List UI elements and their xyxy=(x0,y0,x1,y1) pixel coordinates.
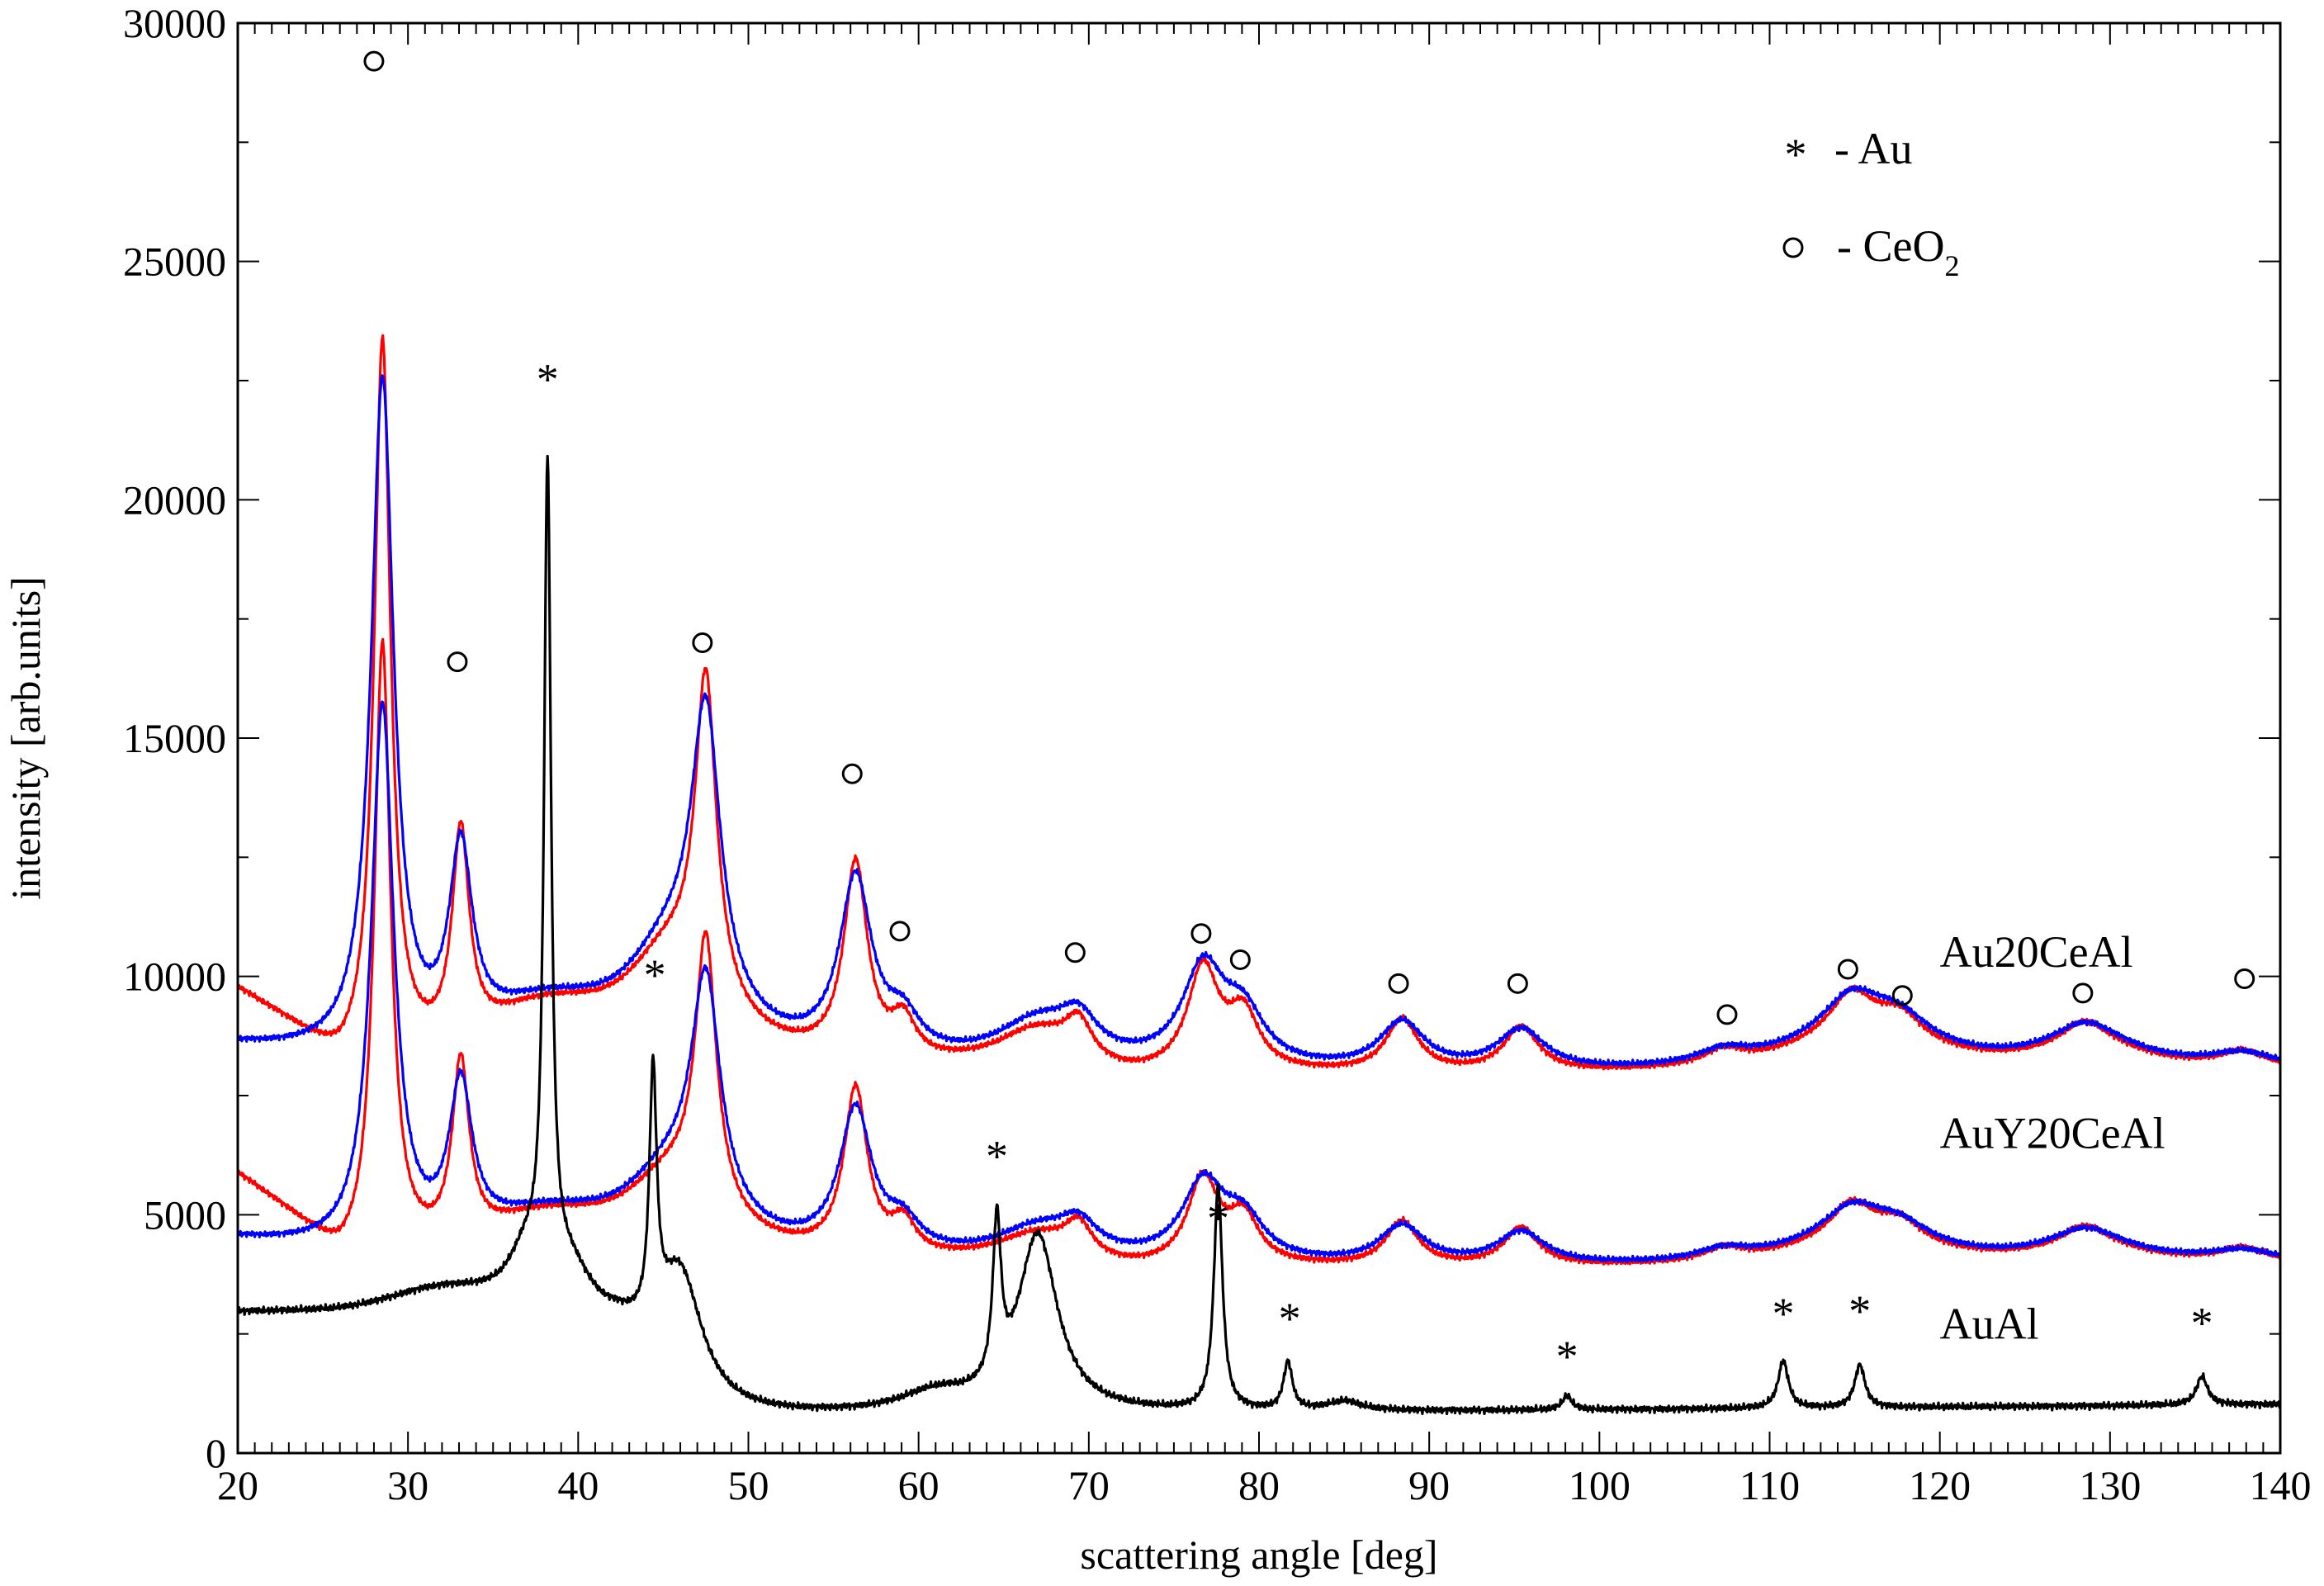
series-label: AuAl xyxy=(1940,1299,2039,1348)
ceo2-marker xyxy=(363,50,385,72)
x-tick-label: 80 xyxy=(1238,1462,1280,1508)
x-tick-label: 100 xyxy=(1569,1462,1631,1508)
series-labels: Au20CeAl AuY20CeAl AuAl xyxy=(1940,927,2165,1348)
x-tick-label: 30 xyxy=(387,1462,428,1508)
legend-au-symbol: * xyxy=(1785,130,1807,179)
ceo2-marker xyxy=(1388,973,1409,994)
au-marker: * xyxy=(2191,1299,2213,1348)
y-axis-label: intensity [arb.units] xyxy=(2,576,49,900)
ceo2-marker xyxy=(1507,973,1528,994)
au-marker: * xyxy=(1772,1289,1794,1338)
legend-au-label: - Au xyxy=(1834,124,1913,173)
y-tick-label: 5000 xyxy=(144,1191,226,1238)
series-line-au20ceal-red xyxy=(238,334,2280,1071)
x-tick-label: 130 xyxy=(2079,1462,2141,1508)
ceo2-marker xyxy=(1716,1004,1738,1025)
y-tick-label: 15000 xyxy=(123,715,226,761)
y-tick-label: 20000 xyxy=(123,476,226,523)
legend-ceo2-label: - CeO2 xyxy=(1837,221,1959,282)
x-tick-label: 70 xyxy=(1068,1462,1110,1508)
series-line-aual-black xyxy=(238,454,2280,1416)
legend-ceo2-symbol xyxy=(1782,237,1804,258)
au-marker: * xyxy=(1848,1286,1871,1336)
series-line-auy20ceal-red xyxy=(238,637,2280,1266)
ceo2-marker xyxy=(1190,923,1212,944)
ceo2-marker xyxy=(841,763,863,784)
y-tick-label: 0 xyxy=(206,1430,226,1476)
ceo2-marker xyxy=(692,632,713,654)
x-tick-label: 120 xyxy=(1909,1462,1971,1508)
series-line-auy20ceal-blue xyxy=(238,700,2280,1264)
y-tick-label: 25000 xyxy=(123,239,226,285)
ceo2-marker xyxy=(2072,982,2094,1004)
x-tick-label: 90 xyxy=(1408,1462,1450,1508)
series-label: Au20CeAl xyxy=(1940,927,2133,977)
au-marker: * xyxy=(1279,1294,1301,1343)
series-label: AuY20CeAl xyxy=(1940,1109,2165,1158)
ceo2-marker xyxy=(1837,959,1858,980)
ceo2-marker xyxy=(447,651,468,673)
x-tick-label: 60 xyxy=(898,1462,940,1508)
ceo2-marker xyxy=(889,921,911,942)
au-marker: * xyxy=(644,950,666,1000)
y-tick-label: 10000 xyxy=(123,954,226,1000)
axis-ticks: 20 30 40 50 60 70 80 90 100 110 120 130 140 0 5000 1000… xyxy=(123,0,2312,1508)
x-tick-label: 40 xyxy=(557,1462,599,1508)
au-marker: * xyxy=(537,354,559,404)
x-tick-label: 110 xyxy=(1739,1462,1800,1508)
au-marker: * xyxy=(1556,1332,1579,1381)
legend: * - Au - CeO2 xyxy=(1782,124,1959,282)
au-marker: * xyxy=(986,1132,1008,1181)
ceo2-marker xyxy=(1229,949,1251,970)
au-marker: * xyxy=(1207,1194,1229,1243)
series-layer xyxy=(238,334,2280,1416)
x-axis-label: scattering angle [deg] xyxy=(1080,1532,1437,1578)
ceo2-marker xyxy=(1891,985,1913,1006)
x-tick-label: 140 xyxy=(2250,1462,2312,1508)
series-line-au20ceal-blue xyxy=(238,374,2280,1068)
y-tick-label: 30000 xyxy=(123,0,226,46)
plot-frame xyxy=(236,21,2282,1455)
x-tick-label: 50 xyxy=(728,1462,769,1508)
ceo2-marker xyxy=(2234,968,2255,990)
ceo2-marker xyxy=(1064,942,1086,963)
peak-markers: * * * * * * * * * xyxy=(363,50,2255,1381)
x-tick-label: 20 xyxy=(217,1462,258,1508)
